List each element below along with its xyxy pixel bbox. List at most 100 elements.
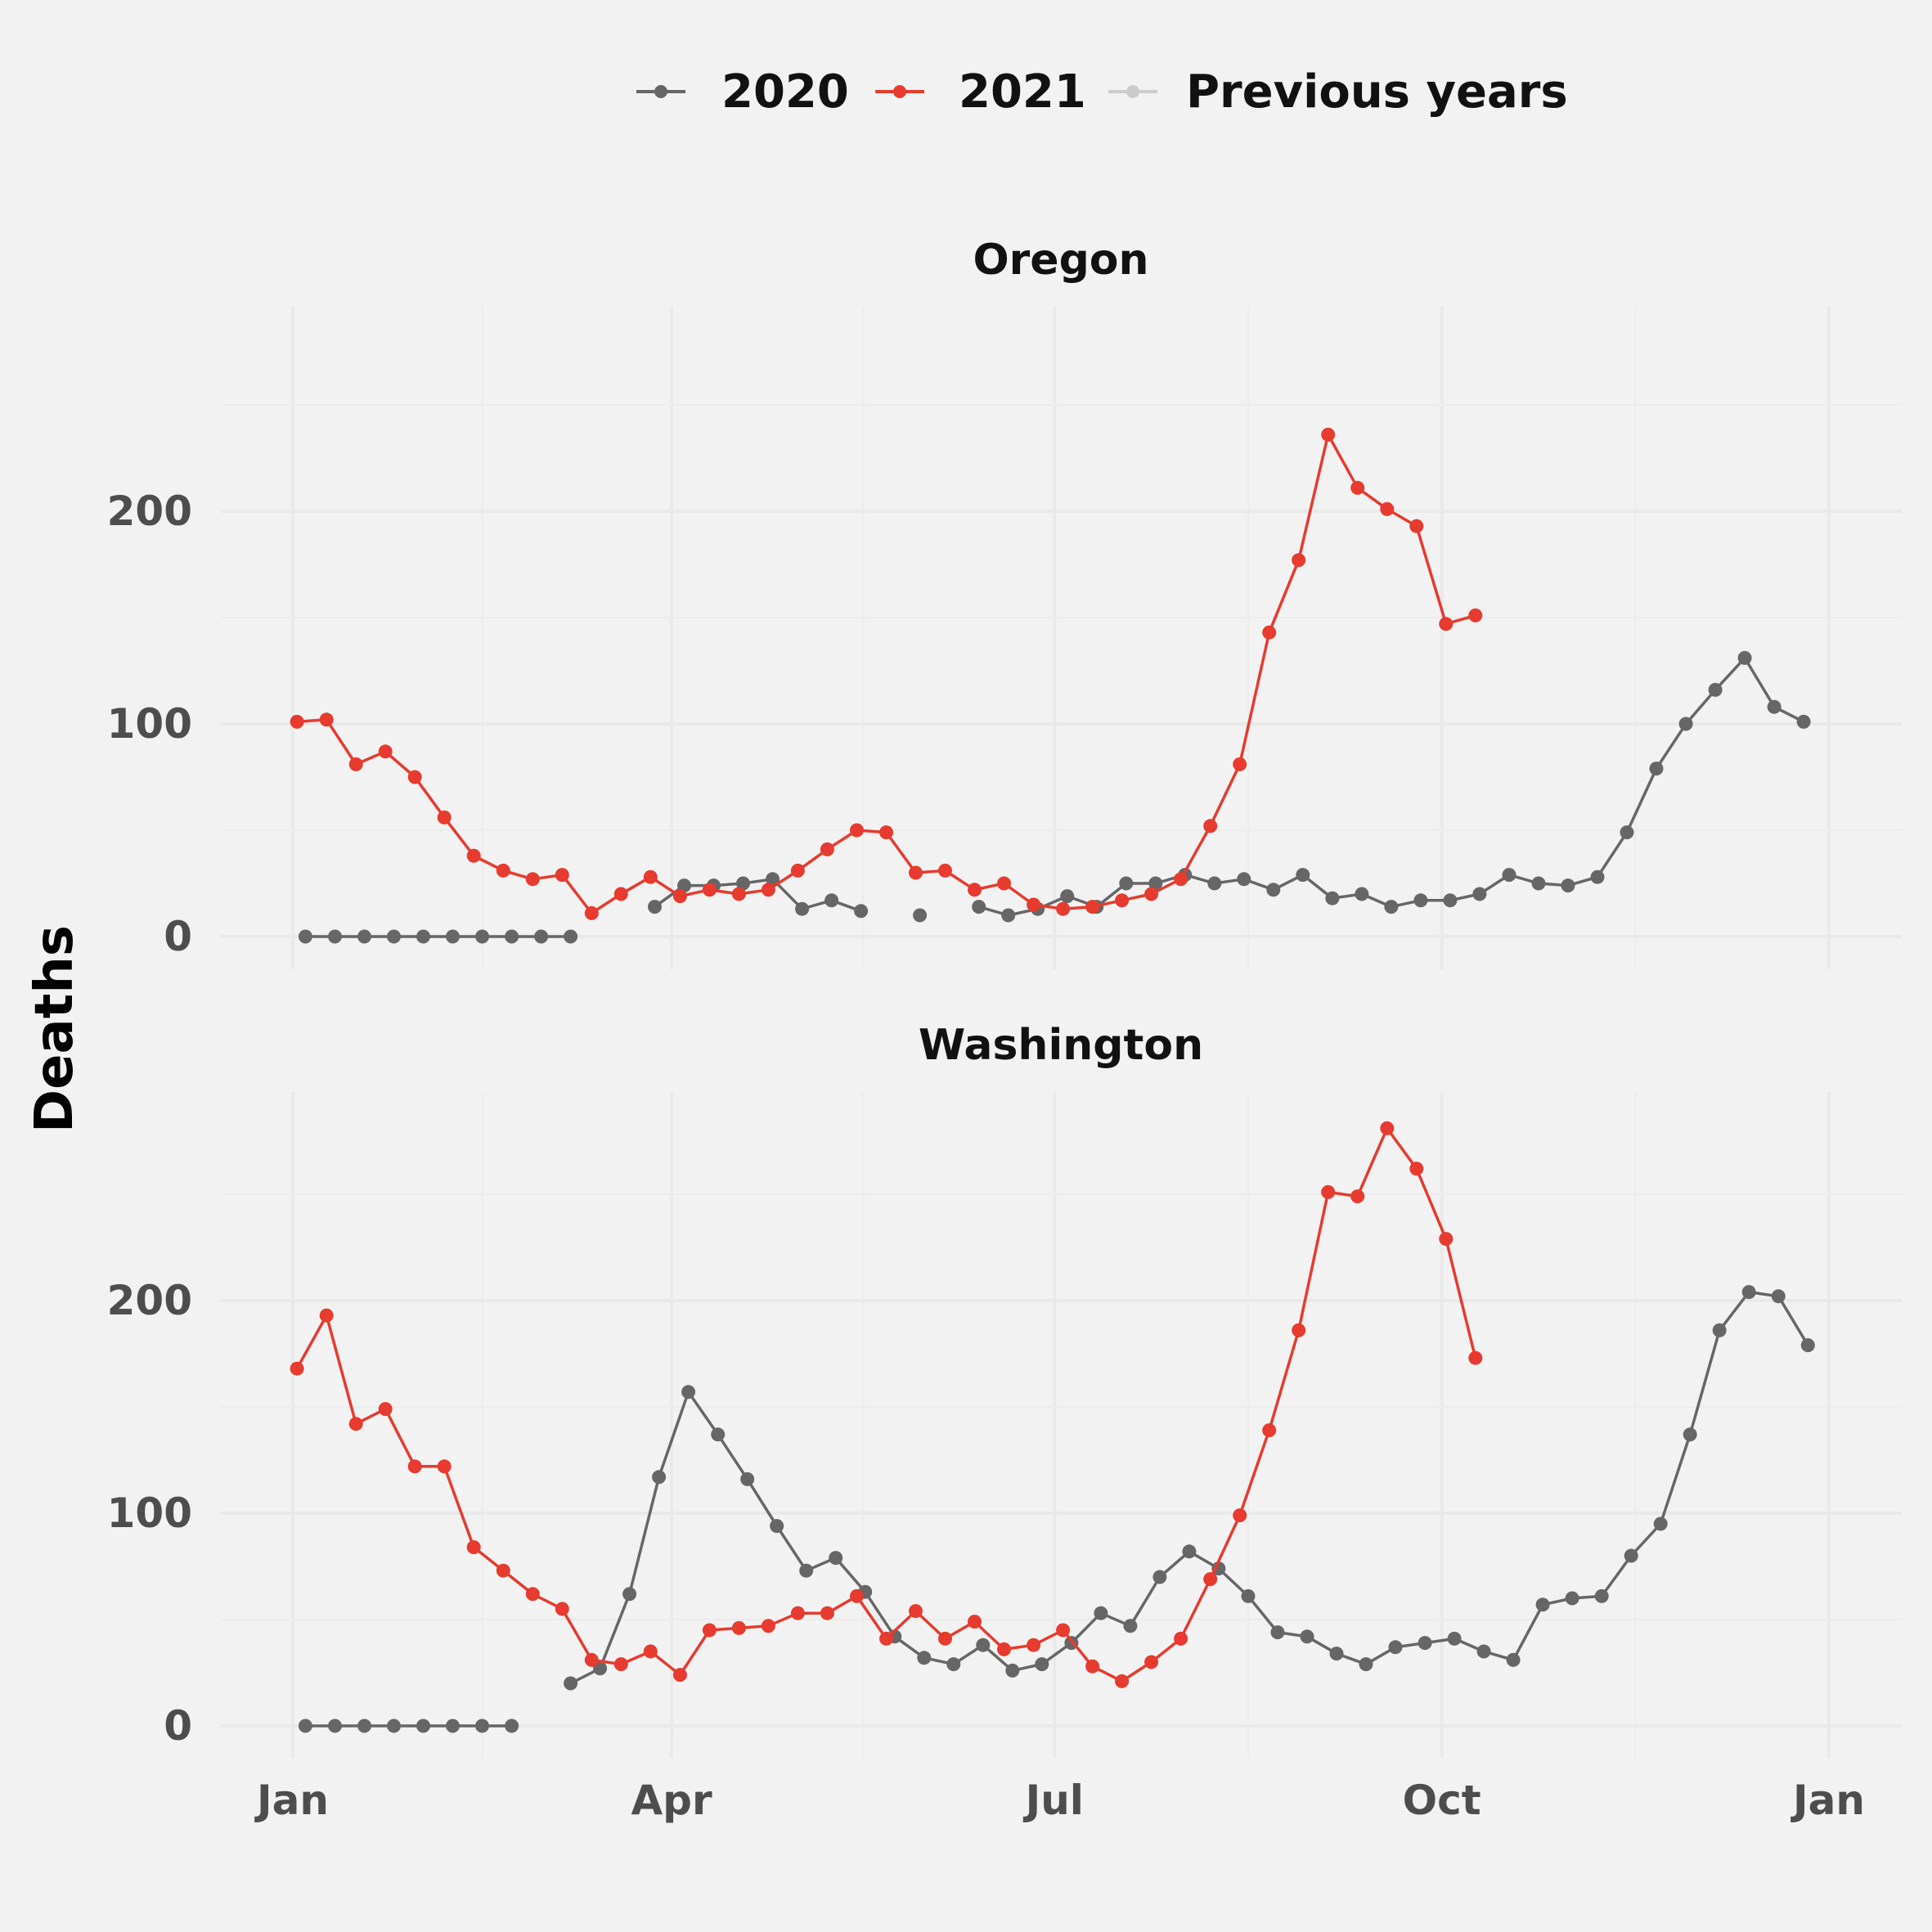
data-point (1472, 887, 1487, 901)
data-point (437, 1459, 452, 1474)
data-point (613, 887, 628, 901)
data-point (1233, 757, 1247, 771)
data-point (913, 908, 928, 923)
data-point (1476, 1644, 1491, 1659)
data-point (1085, 900, 1100, 914)
data-point (1241, 1588, 1256, 1603)
data-point (790, 1606, 805, 1620)
data-point (1262, 625, 1277, 640)
data-point (1296, 868, 1310, 883)
data-point (1561, 878, 1575, 893)
data-point (1001, 908, 1016, 923)
data-point (820, 842, 834, 856)
data-point (643, 1644, 658, 1659)
data-point (407, 770, 422, 784)
data-point (1094, 1606, 1108, 1620)
data-point (681, 1385, 696, 1400)
data-point (1237, 872, 1251, 887)
data-point (1350, 480, 1365, 495)
data-point (1683, 1427, 1697, 1442)
data-point (795, 901, 810, 916)
data-point (1233, 1508, 1247, 1523)
data-point (525, 872, 540, 887)
data-point (584, 1652, 599, 1667)
data-point (328, 1719, 342, 1733)
y-tick-label: 200 (107, 487, 192, 535)
data-point (1005, 1663, 1020, 1678)
grid (221, 1092, 1902, 1759)
data-point (997, 876, 1011, 891)
data-point (1447, 1631, 1462, 1646)
data-point (1207, 876, 1222, 891)
data-point (740, 1471, 755, 1486)
data-point (1531, 876, 1546, 891)
data-point (1350, 1189, 1365, 1204)
x-tick-label: Oct (1403, 1777, 1481, 1824)
data-point (1144, 1655, 1159, 1669)
data-point (997, 1642, 1011, 1656)
legend-key-point (893, 85, 906, 98)
data-point (1174, 872, 1188, 887)
data-point (909, 865, 923, 880)
series-2020 (298, 1285, 1815, 1733)
legend-label: 2020 (721, 65, 849, 119)
data-point (1203, 819, 1218, 833)
data-point (711, 1427, 726, 1442)
y-tick-label: 100 (107, 700, 192, 748)
data-point (1771, 1289, 1786, 1304)
y-tick-label: 0 (164, 1702, 192, 1750)
data-point (416, 1719, 430, 1733)
data-point (475, 1719, 489, 1733)
data-point (1653, 1516, 1668, 1531)
data-point (672, 889, 687, 904)
data-point (525, 1587, 540, 1602)
data-point (1506, 1652, 1521, 1667)
data-point (1741, 1285, 1756, 1300)
data-point (1123, 1619, 1138, 1633)
data-point (1203, 1572, 1218, 1587)
data-point (378, 1402, 393, 1417)
data-point (1035, 1657, 1049, 1672)
data-point (328, 929, 342, 944)
data-point (1380, 501, 1395, 516)
data-point (702, 883, 717, 897)
data-point (1056, 1623, 1071, 1638)
data-point (1737, 650, 1752, 665)
data-point (968, 883, 982, 897)
legend-key-point (1126, 85, 1139, 98)
data-point (1767, 699, 1781, 714)
data-point (348, 757, 363, 771)
data-point (968, 1615, 982, 1629)
data-point (584, 905, 599, 920)
data-point (1292, 553, 1306, 568)
x-tick-label: Jul (1023, 1777, 1084, 1824)
data-point (564, 929, 578, 944)
series-line (295, 1126, 1477, 1683)
data-point (702, 1623, 717, 1638)
panel-oregon: Oregon 0 100 200 (107, 236, 1902, 969)
data-point (1418, 1636, 1432, 1651)
legend-item-2020: 2020 (636, 65, 849, 119)
data-point (850, 823, 864, 838)
data-point (1115, 1674, 1130, 1688)
data-point (378, 744, 393, 759)
data-point (1056, 901, 1071, 916)
data-point (613, 1657, 628, 1672)
data-point (854, 904, 869, 919)
data-point (938, 1631, 952, 1646)
data-point (820, 1606, 834, 1620)
data-point (879, 825, 893, 840)
y-tick-label: 100 (107, 1489, 192, 1537)
data-point (643, 869, 658, 884)
data-point (1270, 1625, 1285, 1640)
data-point (1266, 883, 1281, 897)
data-point (824, 893, 839, 908)
data-point (677, 878, 691, 893)
data-point (1262, 1423, 1277, 1438)
data-point (1144, 887, 1159, 901)
data-point (1590, 869, 1605, 884)
data-point (319, 1308, 334, 1323)
data-point (799, 1563, 814, 1578)
data-point (648, 900, 662, 914)
